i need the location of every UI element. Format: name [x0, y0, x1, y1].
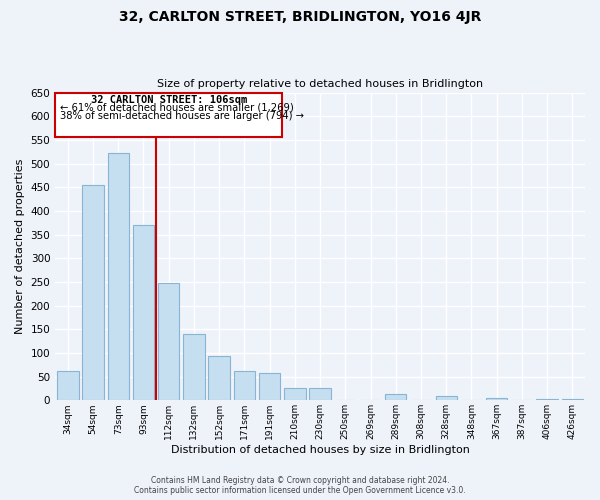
Bar	[158, 283, 179, 401]
Bar	[233, 371, 255, 400]
Bar	[183, 334, 205, 400]
Text: Contains HM Land Registry data © Crown copyright and database right 2024.
Contai: Contains HM Land Registry data © Crown c…	[134, 476, 466, 495]
Bar	[310, 388, 331, 400]
Bar	[536, 399, 558, 400]
Bar	[57, 371, 79, 400]
Bar	[107, 153, 129, 400]
Bar	[82, 185, 104, 400]
Bar	[133, 225, 154, 400]
Bar	[436, 396, 457, 400]
X-axis label: Distribution of detached houses by size in Bridlington: Distribution of detached houses by size …	[170, 445, 470, 455]
Text: ← 61% of detached houses are smaller (1,269): ← 61% of detached houses are smaller (1,…	[60, 103, 294, 113]
Bar	[208, 356, 230, 401]
Text: 32 CARLTON STREET: 106sqm: 32 CARLTON STREET: 106sqm	[91, 95, 247, 105]
Bar	[486, 398, 508, 400]
Title: Size of property relative to detached houses in Bridlington: Size of property relative to detached ho…	[157, 79, 483, 89]
Bar	[259, 374, 280, 400]
Bar	[284, 388, 305, 400]
Text: 32, CARLTON STREET, BRIDLINGTON, YO16 4JR: 32, CARLTON STREET, BRIDLINGTON, YO16 4J…	[119, 10, 481, 24]
FancyBboxPatch shape	[55, 92, 282, 136]
Y-axis label: Number of detached properties: Number of detached properties	[15, 158, 25, 334]
Bar	[385, 394, 406, 400]
Text: 38% of semi-detached houses are larger (794) →: 38% of semi-detached houses are larger (…	[60, 110, 304, 120]
